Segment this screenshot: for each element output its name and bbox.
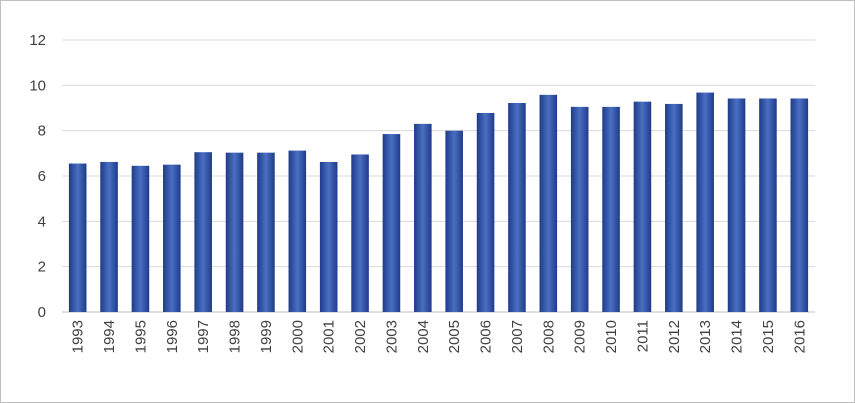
y-tick-label: 6	[38, 168, 46, 185]
bar-2015	[759, 98, 777, 312]
x-tick-label: 2000	[289, 320, 306, 353]
bar-2001	[319, 161, 338, 312]
y-tick-label: 12	[29, 32, 46, 49]
bar-2009	[570, 106, 589, 312]
x-axis-ticks: 1993 1994 1995 1996 1997 1998 1999 2000 2001 2002…	[70, 320, 809, 353]
bar-1996	[163, 164, 181, 312]
x-tick-label: 2009	[572, 320, 589, 353]
x-tick-label: 2002	[352, 320, 369, 353]
bar-2012	[665, 103, 683, 312]
bar-2003	[382, 134, 401, 312]
x-tick-label: 2008	[540, 320, 557, 353]
bar-2000	[288, 150, 307, 312]
bar-2014	[727, 98, 746, 312]
bar-1994	[100, 161, 118, 312]
y-axis-ticks: 0 2 4 6 8 10 12	[29, 32, 46, 321]
bar-2007	[508, 103, 526, 312]
y-tick-label: 10	[29, 77, 46, 94]
gridlines	[62, 39, 815, 313]
bars	[68, 92, 809, 312]
x-tick-label: 2003	[383, 320, 400, 353]
bar-2002	[351, 154, 369, 312]
x-tick-label: 2011	[634, 320, 651, 352]
x-tick-label: 1995	[132, 320, 149, 353]
x-tick-label: 2016	[791, 320, 808, 353]
y-tick-label: 4	[38, 213, 46, 230]
bar-2010	[602, 106, 620, 312]
x-tick-label: 2007	[509, 320, 526, 353]
x-tick-label: 1996	[164, 320, 181, 353]
y-tick-label: 0	[38, 304, 46, 321]
y-tick-label: 2	[38, 259, 46, 276]
bar-2013	[696, 92, 714, 312]
bar-1998	[225, 152, 244, 312]
bar-1993	[68, 163, 87, 312]
x-tick-label: 2013	[697, 320, 714, 353]
x-tick-label: 2014	[729, 320, 746, 353]
bar-1997	[194, 152, 212, 312]
x-tick-label: 2004	[415, 320, 432, 353]
bar-1999	[257, 152, 275, 312]
x-tick-label: 2005	[446, 320, 463, 353]
x-tick-label: 1998	[227, 320, 244, 353]
bar-2006	[476, 112, 495, 312]
x-tick-label: 2012	[666, 320, 683, 353]
y-tick-label: 8	[38, 123, 46, 140]
x-tick-label: 1994	[101, 320, 118, 353]
x-tick-label: 1997	[195, 320, 212, 353]
x-tick-label: 2015	[760, 320, 777, 353]
x-tick-label: 2001	[321, 320, 338, 353]
bar-2005	[445, 130, 463, 312]
bar-2008	[539, 94, 558, 312]
bar-2004	[414, 123, 432, 312]
x-tick-label: 1993	[70, 320, 87, 353]
bar-1995	[131, 165, 150, 312]
x-tick-label: 2006	[478, 320, 495, 353]
bar-2011	[633, 101, 652, 312]
bar-2016	[790, 98, 809, 312]
x-tick-label: 2010	[603, 320, 620, 353]
x-tick-label: 1999	[258, 320, 275, 353]
